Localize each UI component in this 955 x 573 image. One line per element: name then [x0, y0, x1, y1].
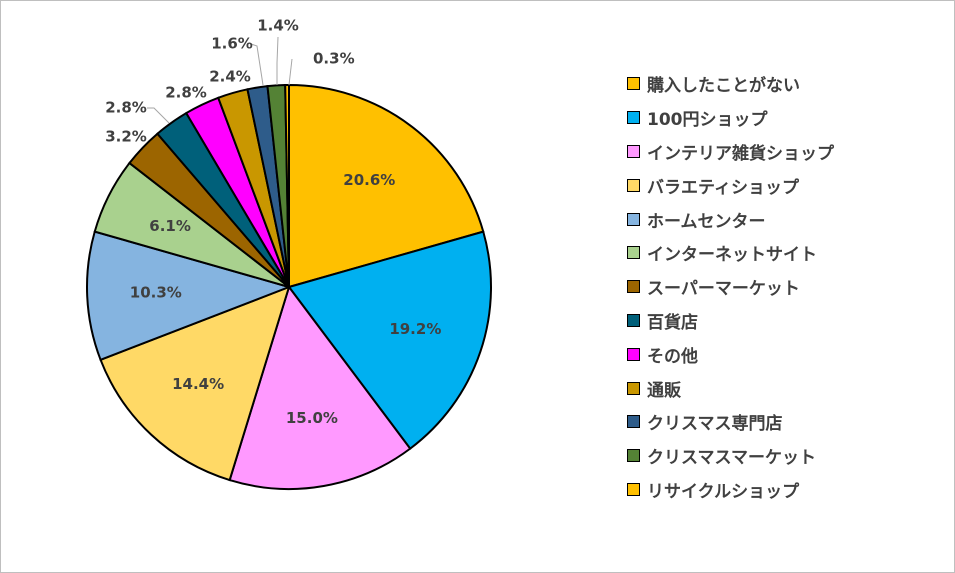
legend-item: バラエティショップ: [627, 168, 947, 202]
legend-swatch: [627, 178, 640, 192]
slice-label: 19.2%: [389, 320, 441, 338]
legend-item: 百貨店: [627, 304, 947, 338]
pie-slices: [86, 83, 492, 490]
slice-label: 20.6%: [343, 171, 395, 189]
pie-slice: [86, 230, 293, 362]
legend-swatch: [627, 111, 640, 125]
legend-label: クリスマスマーケット: [647, 448, 816, 469]
legend-item: その他: [627, 337, 947, 371]
pie-slice: [287, 230, 492, 451]
pie-slice: [284, 83, 290, 288]
legend-item: スーパーマーケット: [627, 270, 947, 304]
data-labels: 20.6% 19.2% 15.0% 14.4% 10.3% 6.1% 3.2% 2.8% 2.8…: [105, 17, 441, 427]
legend-label: クリスマス専門店: [647, 414, 783, 435]
pie-slice: [228, 284, 412, 490]
legend-label: 100円ショップ: [647, 110, 768, 131]
legend-item: 購入したことがない: [627, 67, 947, 101]
legend-label: 百貨店: [647, 312, 698, 333]
legend-item: リサイクルショップ: [627, 473, 947, 507]
legend-label: ホームセンター: [647, 211, 766, 232]
legend-swatch: [627, 381, 640, 395]
legend-swatch: [627, 347, 640, 361]
legend-swatch: [627, 313, 640, 327]
pie-slice: [99, 285, 291, 482]
slice-label: 1.6%: [211, 35, 253, 53]
slice-label: 0.3%: [313, 50, 355, 68]
slice-label: 6.1%: [149, 217, 191, 235]
legend-swatch: [627, 144, 640, 158]
legend-item: インテリア雑貨ショップ: [627, 135, 947, 169]
legend-item: 通販: [627, 371, 947, 405]
legend-label: 購入したことがない: [647, 76, 800, 97]
slice-label: 15.0%: [286, 409, 338, 427]
leader-line: [276, 36, 279, 85]
leader-lines: [147, 36, 293, 124]
legend-label: 通販: [647, 380, 681, 401]
legend-label: リサイクルショップ: [647, 481, 800, 502]
leader-line: [250, 43, 264, 86]
pie-slice: [288, 83, 485, 289]
legend-item: 100円ショップ: [627, 101, 947, 135]
slice-label: 14.4%: [172, 375, 224, 393]
legend-swatch: [627, 246, 640, 260]
leader-line: [288, 58, 293, 86]
legend-swatch: [627, 77, 640, 91]
legend-swatch: [627, 415, 640, 429]
legend-label: スーパーマーケット: [647, 279, 800, 300]
legend-label: インテリア雑貨ショップ: [647, 143, 834, 164]
legend-swatch: [627, 449, 640, 463]
legend-item: インターネットサイト: [627, 236, 947, 270]
slice-label: 2.8%: [105, 99, 147, 117]
legend-label: インターネットサイト: [647, 245, 817, 266]
slice-label: 3.2%: [105, 128, 147, 146]
slice-label: 1.4%: [257, 17, 299, 35]
legend: 購入したことがない 100円ショップインテリア雑貨ショップ バラエティショップ ホーム…: [627, 67, 947, 506]
slice-label: 10.3%: [130, 284, 182, 302]
legend-item: クリスマス専門店: [627, 405, 947, 439]
legend-label: その他: [647, 346, 698, 367]
leader-line: [147, 107, 170, 124]
legend-item: クリスマスマーケット: [627, 439, 947, 473]
slice-label: 2.4%: [209, 68, 251, 86]
legend-swatch: [627, 212, 640, 226]
legend-swatch: [627, 280, 640, 294]
legend-label: バラエティショップ: [647, 177, 799, 198]
legend-item: ホームセンター: [627, 202, 947, 236]
slice-label: 2.8%: [165, 84, 207, 102]
legend-swatch: [627, 482, 640, 496]
